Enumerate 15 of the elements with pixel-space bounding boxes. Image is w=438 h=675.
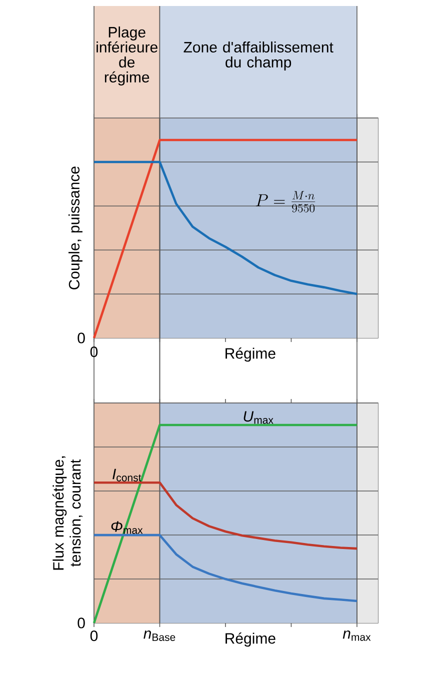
y-axis-title: Flux magnétique, tension, courant <box>52 456 82 570</box>
text: 0 <box>90 346 98 358</box>
text: 0 <box>78 332 85 344</box>
y-axis-title: Couple, puissance <box>68 166 82 290</box>
text: Zone d'affaiblissement du champ <box>184 42 334 70</box>
x-tick-label: n$_{Base}$ <box>144 630 176 641</box>
x-axis-title: Régime <box>226 348 276 362</box>
text: 0 <box>78 618 85 628</box>
series-label: I$_{const}$ <box>112 468 142 482</box>
x-tick-label: 0 <box>90 630 98 642</box>
x-axis-title: Régime <box>226 632 276 647</box>
text: Plage inférieure de régime <box>96 26 158 86</box>
annotation: $P=\frac{M\cdot n}{9550}$ <box>256 191 316 212</box>
x-tick-label: n$_{max}$ <box>342 630 371 641</box>
series-label: U$_{max}$ <box>244 411 274 424</box>
